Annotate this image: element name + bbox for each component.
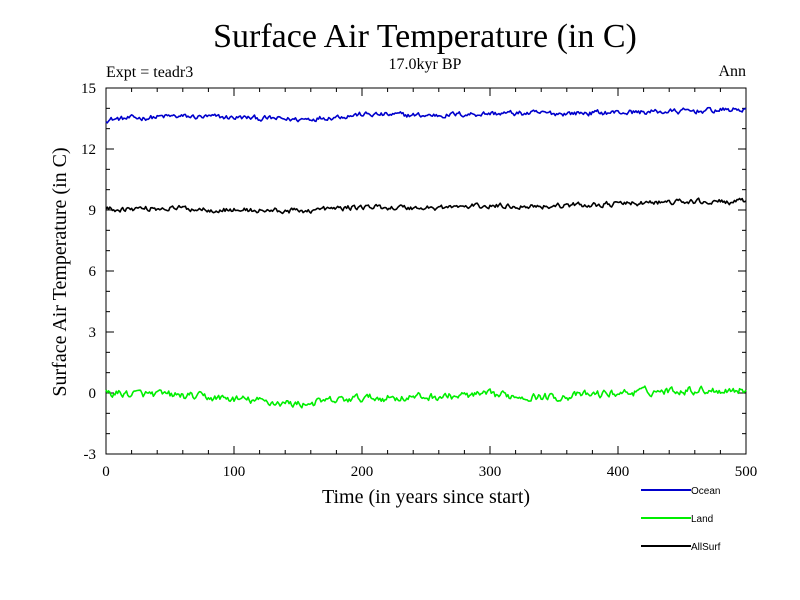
- series-line-allsurf: [105, 197, 747, 215]
- y-tick-label: 15: [81, 81, 96, 97]
- legend: Ocean Land AllSurf: [641, 486, 721, 553]
- y-tick-label: 3: [89, 325, 97, 341]
- y-tick-label: 9: [89, 203, 97, 219]
- x-tick-labels: 0 100 200 300 400 500: [102, 464, 757, 480]
- y-tick-label: -3: [84, 447, 97, 463]
- plot-area: [105, 87, 747, 455]
- x-tick-label: 500: [735, 464, 758, 480]
- x-tick-label: 0: [102, 464, 110, 480]
- season-label: Ann: [718, 63, 746, 80]
- series-line-land: [105, 385, 747, 409]
- experiment-label: Expt = teadr3: [106, 64, 193, 81]
- x-axis-label: Time (in years since start): [322, 486, 530, 508]
- plot-frame: [105, 87, 747, 455]
- x-tick-label: 100: [223, 464, 246, 480]
- axis-ticks: [105, 87, 747, 455]
- y-tick-label: 6: [89, 264, 97, 280]
- chart-title: Surface Air Temperature (in C): [213, 18, 637, 55]
- legend-label-ocean: Ocean: [691, 486, 720, 497]
- legend-label-allsurf: AllSurf: [691, 542, 721, 553]
- y-tick-label: 0: [89, 386, 97, 402]
- x-tick-label: 300: [479, 464, 502, 480]
- x-tick-label: 200: [351, 464, 374, 480]
- y-tick-labels: -3 0 3 6 9 12 15: [81, 81, 97, 463]
- series-line-ocean: [105, 106, 747, 124]
- series-layer: [105, 106, 747, 409]
- chart-subtitle: 17.0kyr BP: [389, 56, 462, 73]
- y-axis-label: Surface Air Temperature (in C): [49, 147, 71, 396]
- x-tick-label: 400: [607, 464, 630, 480]
- y-tick-label: 12: [81, 142, 96, 158]
- legend-label-land: Land: [691, 514, 713, 525]
